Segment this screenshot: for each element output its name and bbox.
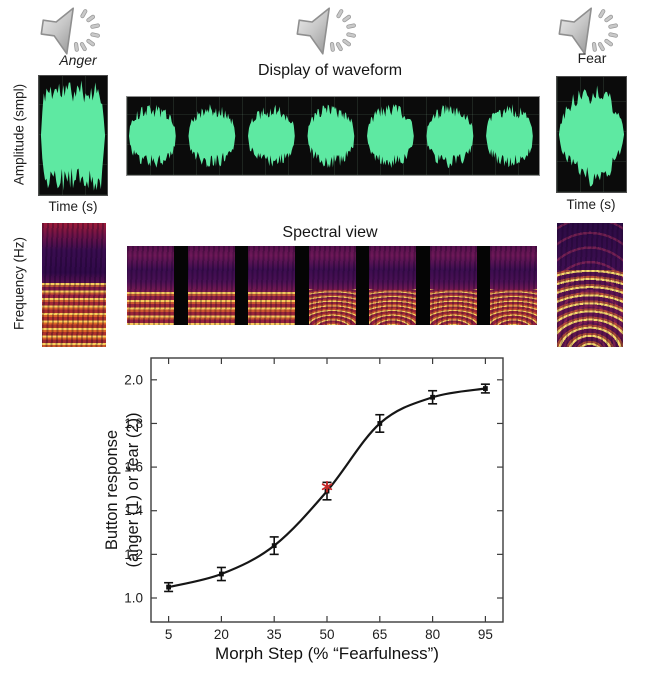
svg-text:20: 20 xyxy=(214,627,229,642)
spectrogram-anger xyxy=(42,223,106,347)
fear-label: Fear xyxy=(577,50,607,66)
svg-text:1.2: 1.2 xyxy=(124,547,143,562)
svg-text:80: 80 xyxy=(425,627,440,642)
waveform-section-title: Display of waveform xyxy=(257,62,403,79)
waveform-panel-fear xyxy=(556,76,627,193)
svg-text:65: 65 xyxy=(372,627,387,642)
spectrogram-segment xyxy=(369,246,416,325)
spectrogram-segment xyxy=(127,246,174,325)
speaker-morph-icon xyxy=(286,0,370,62)
spectrogram-segment xyxy=(429,246,477,325)
time-axis-label-left: Time (s) xyxy=(48,199,98,214)
time-axis-label-right: Time (s) xyxy=(566,197,616,212)
spectrogram-segment xyxy=(187,246,235,325)
spectrogram-segment xyxy=(490,246,537,325)
svg-text:50: 50 xyxy=(319,627,334,642)
svg-text:95: 95 xyxy=(478,627,493,642)
amplitude-axis-label: Amplitude (smpl) xyxy=(11,83,27,186)
spectrogram-strip-morph xyxy=(127,246,537,325)
svg-text:1.4: 1.4 xyxy=(124,503,143,518)
anger-label: Anger xyxy=(59,52,97,68)
waveform-panel-anger xyxy=(38,75,108,196)
waveform-strip-morph xyxy=(126,96,540,176)
response-chart: 5 20 35 50 65 80 95 1.0 1.2 1.4 1.6 1.8 2.0 Morph Ste… xyxy=(124,357,504,663)
svg-text:Morph Step (% “Fearfulness”): Morph Step (% “Fearfulness”) xyxy=(215,644,439,663)
spectrogram-segment xyxy=(308,246,356,325)
svg-text:35: 35 xyxy=(267,627,282,642)
svg-text:5: 5 xyxy=(165,627,173,642)
svg-text:1.0: 1.0 xyxy=(124,591,143,606)
svg-text:2.0: 2.0 xyxy=(124,372,143,387)
frequency-axis-label: Frequency (Hz) xyxy=(11,236,27,331)
spectral-section-title: Spectral view xyxy=(282,224,378,241)
svg-text:1.6: 1.6 xyxy=(124,460,143,475)
spectrogram-fear xyxy=(557,223,623,347)
spectrogram-segment xyxy=(248,246,295,325)
svg-text:1.8: 1.8 xyxy=(124,416,143,431)
